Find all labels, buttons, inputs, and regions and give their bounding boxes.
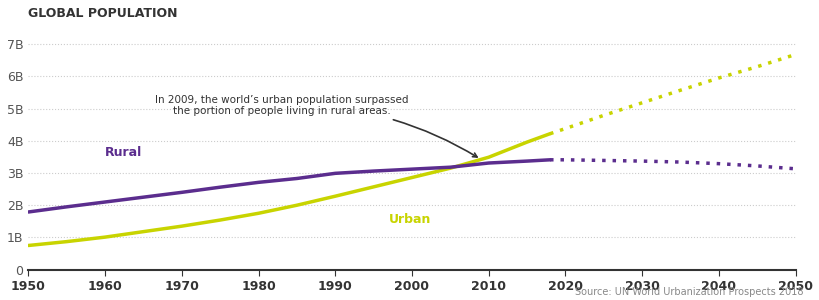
Text: GLOBAL POPULATION: GLOBAL POPULATION xyxy=(29,7,178,20)
Text: Urban: Urban xyxy=(388,213,431,226)
Text: In 2009, the world’s urban population surpassed
the portion of people living in : In 2009, the world’s urban population su… xyxy=(155,94,477,157)
Text: Source: UN World Urbanization Prospects 2018: Source: UN World Urbanization Prospects … xyxy=(574,287,803,297)
Text: Rural: Rural xyxy=(105,146,143,159)
